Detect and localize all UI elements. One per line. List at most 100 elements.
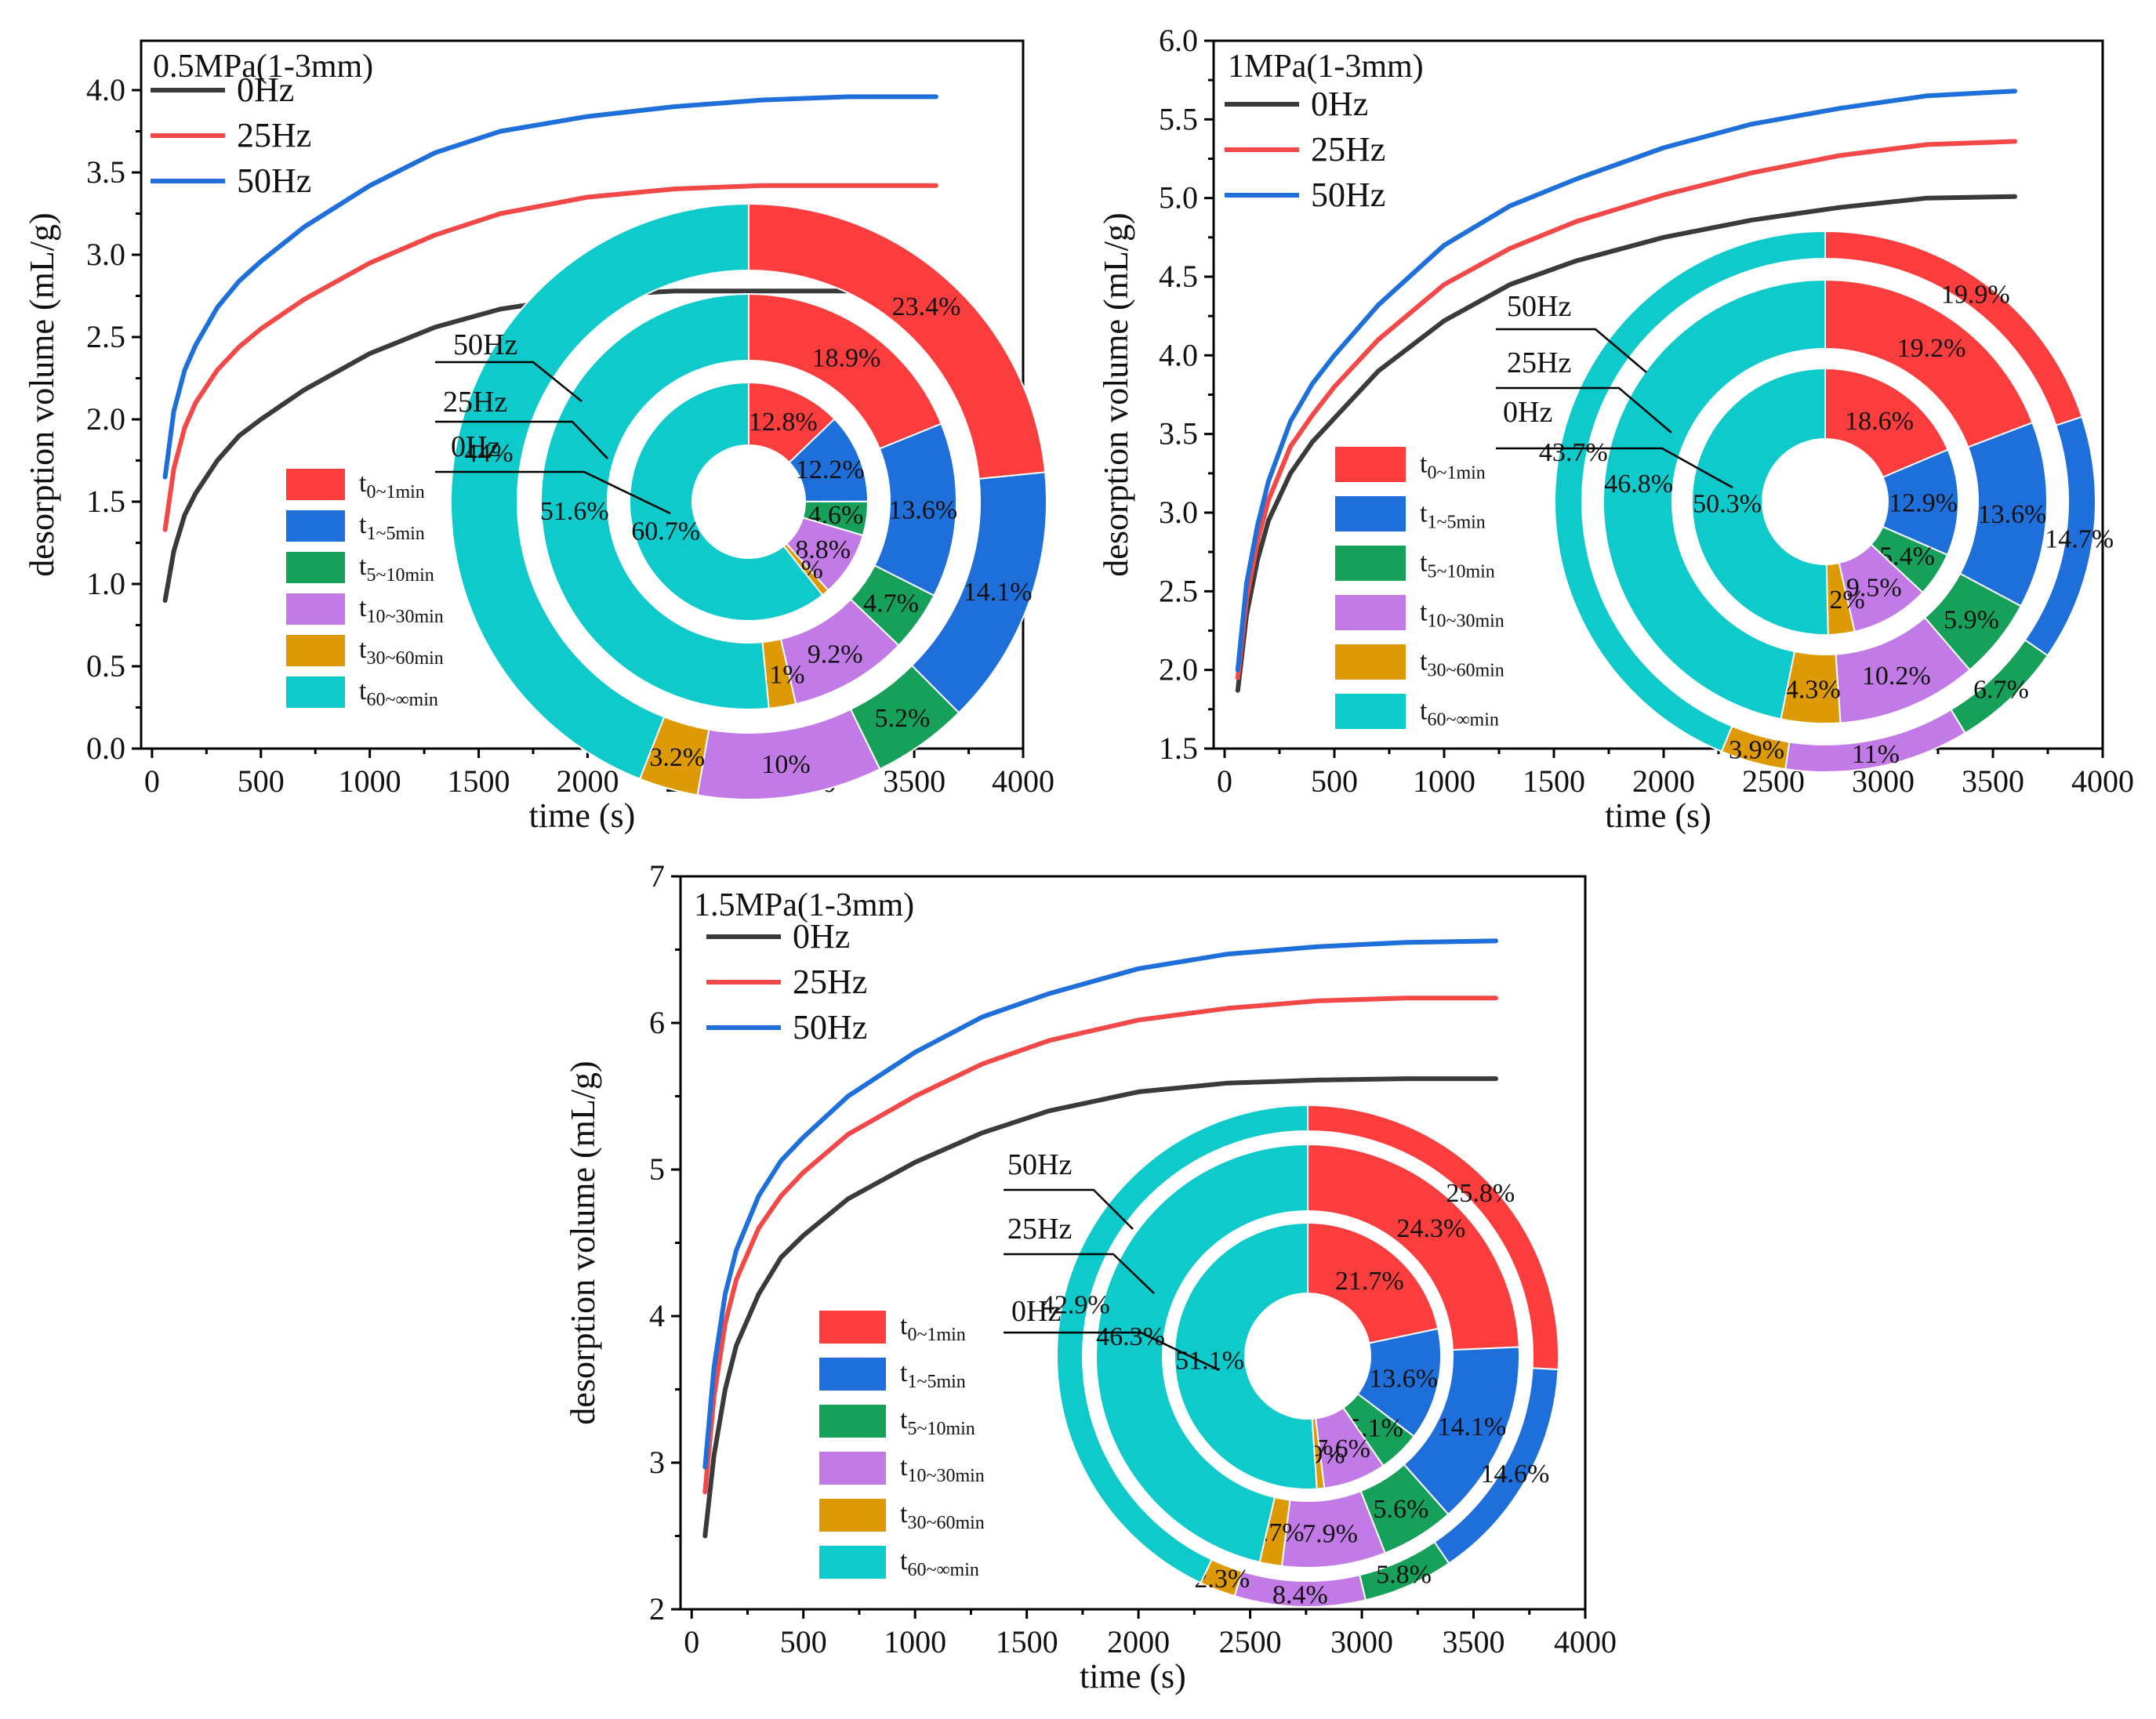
x-tick-label: 3500 bbox=[1962, 763, 2024, 799]
pie-label-0Hz-5: 50.3% bbox=[1693, 489, 1762, 518]
ring-tag-0Hz: 0Hz bbox=[1011, 1295, 1061, 1328]
pie-label-50Hz-1: 14.1% bbox=[964, 578, 1033, 607]
ring-leader-50Hz bbox=[1496, 328, 1647, 373]
y-tick-label: 2.5 bbox=[1159, 573, 1198, 608]
y-tick-label: 6 bbox=[649, 1005, 665, 1040]
pie-label-25Hz-5: 51.6% bbox=[540, 497, 609, 526]
y-tick-label: 2 bbox=[649, 1591, 665, 1627]
panel-title: 1MPa(1-3mm) bbox=[1228, 49, 1424, 85]
pie-label-50Hz-3: 11% bbox=[1852, 740, 1900, 769]
series-line-25Hz bbox=[162, 183, 938, 532]
pie-label-25Hz-1: 13.6% bbox=[1978, 500, 2047, 529]
pie-label-0Hz-1: 12.9% bbox=[1889, 489, 1958, 518]
y-tick-label: 6.0 bbox=[1159, 23, 1198, 58]
y-tick-label: 2.0 bbox=[1159, 652, 1198, 687]
series-line-50Hz bbox=[1235, 89, 2017, 673]
pie-label-50Hz-4: 3.2% bbox=[649, 743, 705, 772]
slice-legend-label-5: t60~∞min bbox=[1420, 696, 1499, 730]
slice-legend-label-2: t5~10min bbox=[1420, 548, 1495, 582]
pie-label-0Hz-0: 18.6% bbox=[1845, 407, 1914, 436]
slice-legend-swatch-1 bbox=[286, 510, 345, 542]
panel-title: 1.5MPa(1-3mm) bbox=[694, 887, 914, 923]
slice-legend-swatch-2 bbox=[1335, 546, 1406, 581]
ring-tag-25Hz: 25Hz bbox=[1507, 346, 1571, 379]
legend-label-50Hz: 50Hz bbox=[1311, 176, 1385, 214]
y-tick-label: 2.0 bbox=[86, 401, 125, 437]
series-line-50Hz bbox=[702, 938, 1498, 1470]
pie-label-25Hz-3: 9.2% bbox=[808, 640, 863, 669]
ring-tag-50Hz: 50Hz bbox=[1007, 1148, 1072, 1181]
pie-label-0Hz-3: 8.8% bbox=[795, 535, 851, 564]
slice-legend-swatch-1 bbox=[1335, 496, 1406, 531]
y-tick-label: 4 bbox=[649, 1298, 665, 1333]
x-tick-label: 2000 bbox=[1107, 1624, 1170, 1659]
y-axis-title: desorption volume (mL/g) bbox=[23, 212, 61, 576]
slice-legend-label-1: t1~5min bbox=[1420, 499, 1486, 532]
slice-legend-label-4: t30~60min bbox=[1420, 647, 1504, 680]
slice-legend-swatch-5 bbox=[819, 1546, 886, 1579]
ring-tag-25Hz: 25Hz bbox=[443, 386, 507, 419]
slice-legend-swatch-1 bbox=[819, 1358, 886, 1391]
y-axis-title: desorption volume (mL/g) bbox=[564, 1061, 602, 1424]
x-tick-label: 2500 bbox=[1219, 1624, 1282, 1659]
x-tick-label: 500 bbox=[1311, 763, 1358, 799]
pie-label-50Hz-3: 8.4% bbox=[1272, 1580, 1328, 1609]
pie-label-25Hz-3: 10.2% bbox=[1862, 662, 1931, 691]
x-axis-title: time (s) bbox=[1080, 1657, 1186, 1695]
pie-label-25Hz-2: 5.6% bbox=[1374, 1495, 1429, 1524]
x-tick-label: 1500 bbox=[448, 763, 510, 799]
slice-legend-label-2: t5~10min bbox=[900, 1405, 975, 1439]
slice-legend-label-0: t0~1min bbox=[1420, 449, 1486, 483]
pie-slice-25Hz-5 bbox=[1602, 278, 1826, 720]
slice-legend-swatch-0 bbox=[1335, 447, 1406, 482]
slice-legend-label-1: t1~5min bbox=[359, 510, 425, 544]
y-tick-label: 3.5 bbox=[86, 154, 125, 190]
slice-legend-label-3: t10~30min bbox=[1420, 597, 1504, 631]
pie-label-0Hz-0: 21.7% bbox=[1335, 1267, 1404, 1296]
legend-label-0Hz: 0Hz bbox=[237, 71, 294, 109]
slice-legend-label-4: t30~60min bbox=[900, 1500, 985, 1533]
x-tick-label: 2000 bbox=[1632, 763, 1695, 799]
slice-legend-label-5: t60~∞min bbox=[359, 676, 438, 710]
slice-legend-label-5: t60~∞min bbox=[900, 1547, 979, 1580]
slice-legend-label-0: t0~1min bbox=[900, 1311, 966, 1345]
pie-label-0Hz-1: 12.2% bbox=[796, 455, 865, 484]
x-tick-label: 3000 bbox=[1330, 1624, 1393, 1659]
slice-legend-swatch-3 bbox=[819, 1452, 886, 1485]
y-tick-label: 4.0 bbox=[86, 72, 125, 107]
series-line-0Hz bbox=[162, 288, 938, 603]
y-tick-label: 5.5 bbox=[1159, 101, 1198, 136]
x-axis-title: time (s) bbox=[1605, 796, 1711, 835]
x-tick-label: 1000 bbox=[1413, 763, 1475, 799]
y-tick-label: 5 bbox=[649, 1151, 665, 1187]
slice-legend-label-1: t1~5min bbox=[900, 1358, 966, 1392]
slice-legend-swatch-5 bbox=[1335, 694, 1406, 729]
panel-title: 0.5MPa(1-3mm) bbox=[153, 49, 373, 85]
x-tick-label: 0 bbox=[144, 763, 160, 799]
pie-label-25Hz-4: 4.3% bbox=[1785, 675, 1841, 704]
legend-label-0Hz: 0Hz bbox=[1311, 85, 1368, 123]
ring-tag-50Hz: 50Hz bbox=[453, 328, 517, 361]
pie-label-50Hz-1: 14.7% bbox=[2045, 525, 2114, 554]
slice-legend-label-2: t5~10min bbox=[359, 552, 434, 586]
pie-label-50Hz-0: 25.8% bbox=[1446, 1179, 1515, 1208]
pie-label-25Hz-2: 4.7% bbox=[863, 589, 919, 618]
pie-label-25Hz-2: 5.9% bbox=[1944, 605, 1999, 634]
pie-label-50Hz-2: 5.8% bbox=[1376, 1561, 1432, 1590]
x-axis-title: time (s) bbox=[529, 796, 636, 835]
pie-label-0Hz-5: 51.1% bbox=[1175, 1346, 1244, 1375]
legend-label-25Hz: 25Hz bbox=[1311, 130, 1385, 169]
slice-legend-swatch-4 bbox=[819, 1499, 886, 1532]
pie-label-25Hz-3: 7.9% bbox=[1302, 1520, 1358, 1549]
legend-label-50Hz: 50Hz bbox=[237, 161, 311, 200]
pie-label-50Hz-3: 10% bbox=[761, 750, 810, 779]
y-tick-label: 4.0 bbox=[1159, 337, 1198, 372]
legend-label-0Hz: 0Hz bbox=[793, 917, 850, 956]
legend-label-50Hz: 50Hz bbox=[793, 1008, 867, 1046]
series-line-0Hz bbox=[1235, 194, 2017, 693]
y-tick-label: 1.5 bbox=[1159, 731, 1198, 766]
pie-label-50Hz-2: 6.7% bbox=[1973, 676, 2029, 705]
x-tick-label: 500 bbox=[780, 1624, 827, 1659]
y-tick-label: 4.5 bbox=[1159, 259, 1198, 294]
pie-label-50Hz-0: 19.9% bbox=[1941, 281, 2010, 310]
